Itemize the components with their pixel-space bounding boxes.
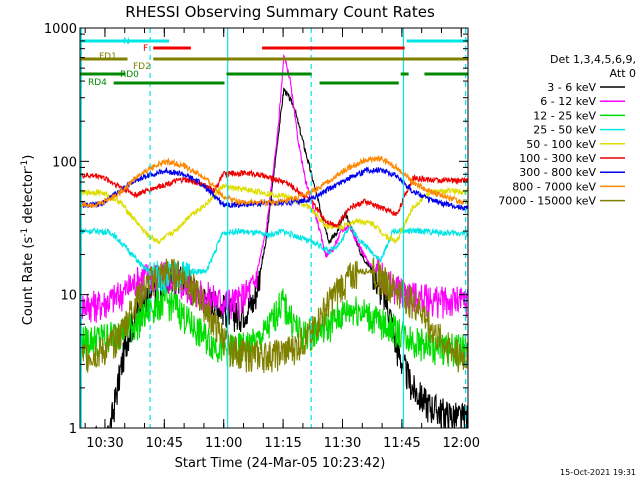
plot-area	[79, 28, 469, 429]
y-tick-label-3: 1000	[44, 22, 77, 37]
legend-label-8: 7000 - 15000 keV	[498, 195, 596, 208]
legend-header-line2: Att 0	[610, 67, 636, 80]
chart-title: RHESSI Observing Summary Count Rates	[125, 3, 435, 21]
legend-label-3: 25 - 50 keV	[533, 124, 596, 137]
x-tick-label-5: 11:45	[383, 436, 420, 451]
y-tick-label-2: 100	[52, 155, 77, 170]
legend-label-2: 12 - 25 keV	[533, 109, 596, 122]
x-tick-label-3: 11:15	[264, 436, 301, 451]
legend-label-0: 3 - 6 keV	[547, 81, 596, 94]
y-tick-label-1: 10	[60, 289, 77, 304]
y-tick-label-0: 1	[69, 422, 77, 437]
bar-label-fd1: FD1	[99, 52, 117, 62]
bar-label-rd4: RD4	[88, 78, 107, 88]
bar-label-fd2: FD2	[133, 62, 151, 72]
bar-label-f: F	[143, 44, 148, 54]
legend-label-5: 100 - 300 keV	[519, 152, 596, 165]
footer-date: 15-Oct-2021 19:31	[560, 468, 636, 477]
legend-label-6: 300 - 800 keV	[519, 166, 596, 179]
legend-label-7: 800 - 7000 keV	[512, 180, 596, 193]
legend-label-4: 50 - 100 keV	[526, 138, 596, 151]
x-tick-label-2: 11:00	[205, 436, 242, 451]
x-tick-label-1: 10:45	[146, 436, 183, 451]
bar-label-n: N	[123, 37, 130, 47]
x-tick-label-0: 10:30	[86, 436, 123, 451]
x-axis-label: Start Time (24-Mar-05 10:23:42)	[175, 456, 386, 471]
x-tick-label-4: 11:30	[324, 436, 361, 451]
plot-frame	[79, 27, 469, 429]
x-tick-label-6: 12:00	[443, 436, 480, 451]
legend-header-line1: Det 1,3,4,5,6,9,	[550, 53, 636, 66]
y-axis-label: Count Rate (s-1 detector-1)	[20, 155, 36, 326]
bar-label-rd0: RD0	[120, 70, 139, 80]
axes: 1 10 100 1000 10:30 10:45 11:00 11:15 11:30 11:45…	[44, 22, 480, 451]
legend-label-1: 6 - 12 keV	[540, 95, 596, 108]
